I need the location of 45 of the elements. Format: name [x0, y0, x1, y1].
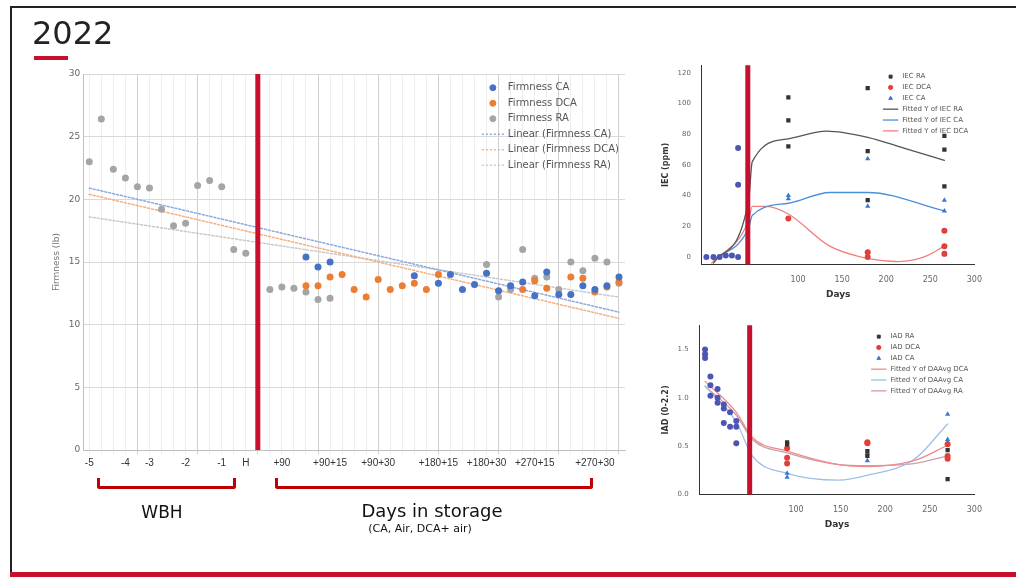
y-tick-label: 15: [68, 256, 81, 267]
text: Days in storage: [361, 500, 503, 521]
x-tick-label: +90+30: [361, 456, 396, 468]
x-tick-label: -4: [120, 456, 131, 468]
x-axis-title: Days: [825, 288, 851, 299]
text: WBH: [141, 502, 183, 522]
x-tick-label: H: [242, 456, 250, 468]
x-tick-label: -1: [217, 456, 227, 468]
text: (CA, Air, DCA+ air): [368, 522, 472, 535]
x-tick-label: 150: [832, 505, 849, 515]
x-tick-label: +270+30: [575, 456, 616, 468]
y-axis-title: IAD (0-2.2): [660, 385, 670, 435]
x-tick-label: 250: [922, 505, 938, 515]
y-tick-label: 30: [68, 68, 81, 79]
y-axis-title: IEC (ppm): [660, 142, 670, 187]
y-tick-label: 25: [68, 131, 81, 142]
y-axis-title: Firmness (lb): [50, 232, 61, 292]
x-tick-label: 100: [790, 275, 806, 285]
x-tick-label: 300: [966, 505, 983, 515]
y-tick-label: 0: [74, 444, 81, 455]
legend-label: Firmness DCA: [507, 96, 578, 108]
x-tick-label: -5: [84, 456, 95, 468]
x-tick-label: 250: [922, 275, 938, 285]
legend-label: Linear (Firmness RA): [507, 158, 611, 170]
x-tick-label: +180+30: [466, 456, 507, 468]
legend-label: Firmness CA: [507, 81, 570, 93]
x-axis-title: Days: [824, 518, 850, 529]
chart-title: 2022: [32, 14, 114, 52]
x-tick-label: +90: [273, 456, 291, 468]
x-tick-label: 200: [877, 505, 893, 515]
x-tick-label: 100: [788, 505, 804, 515]
x-tick-label: -3: [145, 456, 155, 468]
x-tick-label: +90+15: [313, 456, 348, 468]
y-tick-label: 5: [74, 381, 81, 392]
x-tick-label: 150: [834, 275, 850, 285]
x-tick-label: +270+15: [514, 456, 555, 468]
x-tick-label: 300: [966, 275, 983, 285]
legend-label: Linear (Firmness DCA): [507, 143, 620, 155]
legend-label: Linear (Firmness CA): [507, 127, 612, 139]
y-tick-label: 20: [68, 193, 81, 204]
y-tick-label: 10: [68, 319, 81, 330]
x-tick-label: 200: [878, 275, 894, 285]
x-tick-label: -2: [181, 456, 191, 468]
x-tick-label: +180+15: [418, 456, 459, 468]
legend-label: Firmness RA: [507, 112, 569, 124]
